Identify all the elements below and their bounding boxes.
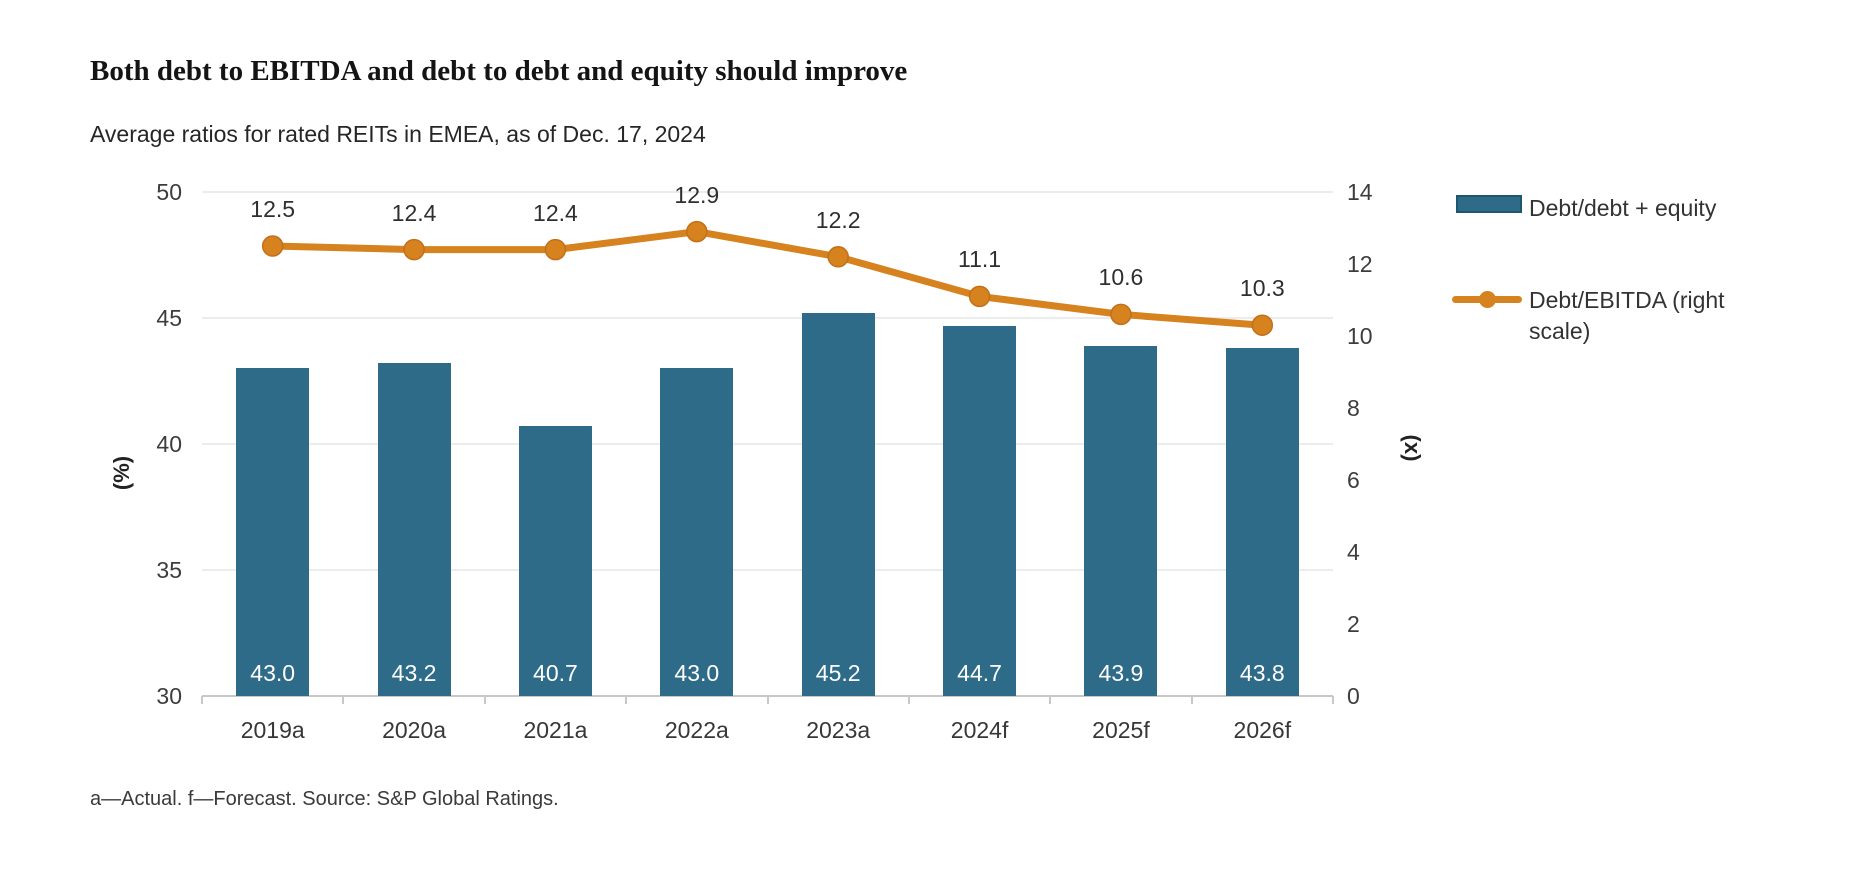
left-axis-tick-50: 50 [156,179,182,205]
bar-2019a [236,368,310,696]
line-marker [1110,303,1132,326]
left-axis-tick-35: 35 [156,557,182,583]
category-label-2026f: 2026f [1233,717,1292,743]
line-point-label: 11.1 [958,246,1002,273]
right-axis-tick-0: 0 [1347,683,1360,709]
line-point-label: 12.9 [674,181,720,208]
line-marker [968,285,991,308]
bar-value-label: 40.7 [533,660,578,686]
category-label-2022a: 2022a [664,717,729,743]
x-axis-tick [766,696,769,704]
left-axis-tick-45: 45 [156,305,182,331]
right-axis-tick-14: 14 [1347,179,1373,205]
legend-item-debt-ebitda: Debt/EBITDA (right scale) [1452,285,1747,347]
gridline-35 [202,569,1333,571]
bar-2024f [943,325,1017,696]
chart-title: Both debt to EBITDA and debt to debt and… [90,55,908,87]
gridline-45 [202,317,1333,319]
chart-subtitle: Average ratios for rated REITs in EMEA, … [90,121,706,147]
category-label-2024f: 2024f [950,717,1009,743]
bar-2023a [801,312,875,696]
bar-2020a [377,363,451,696]
bar-2026f [1225,348,1299,696]
line-marker-icon [1479,291,1496,308]
right-axis-title: (x) [1400,434,1425,462]
legend-label: Debt/debt + equity [1529,195,1717,221]
right-axis-tick-4: 4 [1347,539,1360,565]
line-point-label: 12.4 [391,199,437,226]
left-axis-tick-40: 40 [156,431,182,457]
x-axis-tick [201,696,203,704]
bar-value-label: 43.0 [674,660,720,686]
legend-label: Debt/EBITDA (right scale) [1529,287,1725,344]
bar-swatch-icon [1456,195,1522,213]
x-axis-tick [1190,696,1193,704]
x-axis-tick [907,696,910,704]
line-point-label: 10.3 [1239,275,1285,302]
bar-value-label: 43.8 [1239,660,1285,686]
right-axis-tick-6: 6 [1347,467,1360,493]
legend-item-debt-equity: Debt/debt + equity [1456,193,1716,224]
line-marker [827,246,849,268]
source-footnote: a—Actual. f—Forecast. Source: S&P Global… [90,788,559,810]
bar-value-label: 43.0 [250,660,296,686]
left-axis-title: (%) [109,455,134,491]
x-axis-tick [1049,696,1052,704]
bar-value-label: 45.2 [815,660,861,686]
category-label-2023a: 2023a [806,717,871,743]
category-label-2019a: 2019a [240,717,305,743]
right-axis-tick-10: 10 [1347,323,1373,349]
x-axis-tick [342,696,345,704]
right-axis-tick-12: 12 [1347,251,1373,277]
line-marker [261,235,284,257]
line-swatch-icon [1452,291,1522,308]
gridline-50 [202,191,1333,193]
bar-2022a [660,368,734,696]
line-point-label: 12.5 [250,196,296,222]
bar-value-label: 43.9 [1098,660,1144,686]
x-axis-tick [625,696,628,704]
x-axis-tick [483,696,486,704]
bar-2021a [518,426,592,696]
right-axis-tick-8: 8 [1347,395,1360,421]
gridline-40 [202,443,1333,445]
category-label-2021a: 2021a [523,717,588,743]
bar-2025f [1084,345,1158,696]
line-point-label: 12.4 [533,199,578,226]
right-axis-tick-2: 2 [1347,611,1360,637]
line-marker [544,238,567,261]
line-point-label: 10.6 [1098,264,1144,291]
left-axis-tick-30: 30 [156,683,182,709]
x-axis-tick [1332,696,1334,704]
bar-value-label: 44.7 [957,660,1002,686]
line-point-label: 12.2 [815,206,861,233]
line-marker [403,238,425,261]
line-marker [686,220,708,243]
bar-value-label: 43.2 [391,660,437,686]
category-label-2020a: 2020a [382,717,447,743]
category-label-2025f: 2025f [1092,717,1150,743]
